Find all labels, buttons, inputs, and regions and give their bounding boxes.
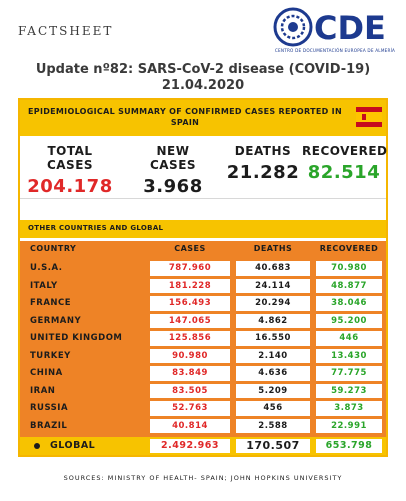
table-row: ITALY 181.228 24.114 48.877 — [20, 278, 386, 295]
global-recovered: 653.798 — [316, 439, 382, 453]
deaths-cell: 2.140 — [236, 348, 310, 363]
table-row: U.S.A. 787.960 40.683 70.980 — [20, 260, 386, 277]
country-cell: U.S.A. — [30, 263, 63, 273]
deaths-cell: 16.550 — [236, 331, 310, 346]
country-cell: BRAZIL — [30, 420, 68, 431]
global-label: GLOBAL — [24, 439, 150, 453]
spain-stats: TOTAL CASES 204.178 NEW CASES 3.968 DEAT… — [20, 144, 388, 197]
cases-cell: 125.856 — [150, 331, 230, 346]
table-row: BRAZIL 40.814 2.588 22.991 — [20, 418, 386, 435]
recovered-cell: 48.877 — [316, 278, 382, 293]
stat-value: 204.178 — [27, 176, 113, 197]
deaths-cell: 4.862 — [236, 313, 310, 328]
divider — [20, 198, 386, 199]
table-row: RUSSIA 52.763 456 3.873 — [20, 400, 386, 417]
table-header-row: COUNTRY CASES DEATHS RECOVERED — [20, 241, 386, 258]
spain-summary-header: EPIDEMIOLOGICAL SUMMARY OF CONFIRMED CAS… — [20, 100, 386, 136]
cases-cell: 181.228 — [150, 278, 230, 293]
column-header-deaths: DEATHS — [253, 244, 293, 253]
cases-cell: 787.960 — [150, 261, 230, 276]
logo-text: CDE — [314, 9, 386, 47]
global-deaths: 170.507 — [236, 439, 310, 453]
recovered-cell: 3.873 — [316, 401, 382, 416]
countries-table: COUNTRY CASES DEATHS RECOVERED U.S.A. 78… — [20, 241, 386, 437]
table-row: UNITED KINGDOM 125.856 16.550 446 — [20, 330, 386, 347]
spain-summary-title: EPIDEMIOLOGICAL SUMMARY OF CONFIRMED CAS… — [28, 107, 342, 127]
table-row: FRANCE 156.493 20.294 38.046 — [20, 295, 386, 312]
stat-label: DEATHS — [234, 144, 292, 158]
stat-label: NEW CASES — [149, 144, 197, 172]
recovered-cell: 59.273 — [316, 383, 382, 398]
table-row: CHINA 83.849 4.636 77.775 — [20, 365, 386, 382]
global-cases: 2.492.963 — [150, 439, 230, 453]
deaths-cell: 2.588 — [236, 418, 310, 433]
cases-cell: 83.505 — [150, 383, 230, 398]
cases-cell: 156.493 — [150, 296, 230, 311]
country-cell: CHINA — [30, 368, 63, 378]
cases-cell: 147.065 — [150, 313, 230, 328]
recovered-cell: 22.991 — [316, 418, 382, 433]
recovered-cell: 38.046 — [316, 296, 382, 311]
deaths-cell: 5.209 — [236, 383, 310, 398]
recovered-cell: 95.200 — [316, 313, 382, 328]
deaths-cell: 456 — [236, 401, 310, 416]
cde-logo: CDE CENTRO DE DOCUMENTACIÓN EUROPEA DE A… — [272, 6, 398, 58]
other-countries-title: OTHER COUNTRIES AND GLOBAL — [28, 224, 164, 232]
stat-total-cases: TOTAL CASES 204.178 — [24, 144, 116, 197]
stat-label: RECOVERED — [302, 144, 388, 158]
column-header-country: COUNTRY — [30, 244, 77, 253]
recovered-cell: 77.775 — [316, 366, 382, 381]
recovered-cell: 446 — [316, 331, 382, 346]
title-date: 21.04.2020 — [161, 78, 245, 93]
column-header-cases: CASES — [174, 244, 206, 253]
country-cell: UNITED KINGDOM — [30, 333, 123, 343]
recovered-cell: 70.980 — [316, 261, 382, 276]
table-row: IRAN 83.505 5.209 59.273 — [20, 383, 386, 400]
country-cell: GERMANY — [30, 315, 82, 326]
deaths-cell: 40.683 — [236, 261, 310, 276]
summary-panel: EPIDEMIOLOGICAL SUMMARY OF CONFIRMED CAS… — [18, 98, 388, 457]
table-row: GERMANY 147.065 4.862 95.200 — [20, 313, 386, 330]
country-cell: RUSSIA — [30, 403, 69, 413]
country-cell: FRANCE — [30, 298, 72, 308]
sources-footer: SOURCES: MINISTRY OF HEALTH- SPAIN; JOHN… — [63, 474, 343, 482]
title-line-1: Update nº82: SARS-CoV-2 disease (COVID-1… — [35, 62, 371, 77]
stat-value: 82.514 — [307, 162, 381, 183]
deaths-cell: 4.636 — [236, 366, 310, 381]
stat-value: 21.282 — [226, 162, 300, 183]
stat-new-cases: NEW CASES 3.968 — [132, 144, 214, 197]
country-cell: IRAN — [30, 385, 56, 396]
recovered-cell: 13.430 — [316, 348, 382, 363]
page-title: Update nº82: SARS-CoV-2 disease (COVID-1… — [0, 62, 406, 94]
other-countries-header: OTHER COUNTRIES AND GLOBAL — [20, 220, 386, 238]
cases-cell: 40.814 — [150, 418, 230, 433]
factsheet-label: FACTSHEET — [18, 24, 114, 38]
deaths-cell: 24.114 — [236, 278, 310, 293]
stat-value: 3.968 — [143, 176, 203, 197]
deaths-cell: 20.294 — [236, 296, 310, 311]
cases-cell: 83.849 — [150, 366, 230, 381]
global-row: GLOBAL 2.492.963 170.507 653.798 — [20, 437, 386, 455]
country-cell: ITALY — [30, 280, 58, 291]
logo-subtitle: CENTRO DE DOCUMENTACIÓN EUROPEA DE ALMER… — [274, 48, 396, 53]
stat-deaths: DEATHS 21.282 — [226, 144, 300, 183]
column-header-recovered: RECOVERED — [319, 244, 379, 253]
spain-flag-icon — [356, 107, 382, 127]
global-label-text: GLOBAL — [50, 440, 96, 451]
cases-cell: 52.763 — [150, 401, 230, 416]
stat-recovered: RECOVERED 82.514 — [302, 144, 388, 183]
country-cell: TURKEY — [30, 350, 71, 361]
cases-cell: 90.980 — [150, 348, 230, 363]
stat-label: TOTAL CASES — [46, 144, 94, 172]
table-row: TURKEY 90.980 2.140 13.430 — [20, 348, 386, 365]
